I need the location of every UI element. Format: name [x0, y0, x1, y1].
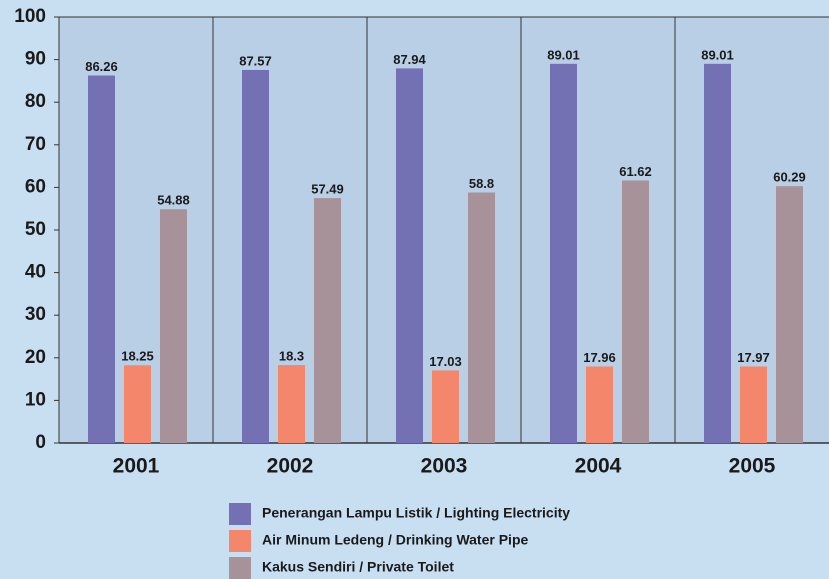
y-tick-label: 30 — [25, 304, 46, 325]
value-label: 89.01 — [701, 47, 734, 62]
value-label: 58.8 — [469, 176, 494, 191]
legend-label: Air Minum Ledeng / Drinking Water Pipe — [262, 532, 528, 548]
bar — [586, 366, 613, 443]
bar — [704, 63, 731, 443]
value-label: 17.03 — [429, 354, 462, 369]
bar — [432, 370, 459, 443]
value-label: 89.01 — [547, 47, 580, 62]
bar — [776, 186, 803, 443]
value-label: 57.49 — [311, 182, 344, 197]
legend-swatch — [229, 557, 251, 579]
y-tick-label: 70 — [25, 134, 46, 155]
bar — [124, 365, 151, 443]
x-tick-label: 2002 — [267, 455, 314, 478]
bar — [740, 366, 767, 443]
y-tick-label: 20 — [25, 347, 46, 368]
bar — [550, 63, 577, 443]
bar — [314, 198, 341, 443]
y-tick-label: 40 — [25, 262, 46, 283]
bar — [468, 192, 495, 443]
y-tick-label: 0 — [35, 432, 46, 453]
value-label: 17.97 — [737, 350, 770, 365]
bar — [88, 75, 115, 443]
value-label: 87.94 — [393, 52, 426, 67]
x-tick-label: 2003 — [421, 455, 468, 478]
y-tick-label: 100 — [14, 6, 46, 27]
y-tick-label: 80 — [25, 91, 46, 112]
bar — [242, 69, 269, 444]
value-label: 18.25 — [121, 349, 154, 364]
y-tick-label: 50 — [25, 219, 46, 240]
bar — [278, 365, 305, 443]
x-tick-label: 2001 — [113, 455, 160, 478]
value-label: 61.62 — [619, 164, 652, 179]
legend-swatch — [229, 530, 251, 552]
y-tick-label: 60 — [25, 176, 46, 197]
value-label: 86.26 — [85, 59, 118, 74]
bar — [622, 180, 649, 444]
value-label: 54.88 — [157, 193, 190, 208]
x-tick-label: 2004 — [575, 455, 622, 478]
legend-swatch — [229, 503, 251, 525]
y-tick-label: 10 — [25, 389, 46, 410]
x-tick-label: 2005 — [729, 455, 776, 478]
value-label: 87.57 — [239, 53, 272, 68]
value-label: 17.96 — [583, 350, 616, 365]
bar — [160, 209, 187, 443]
value-label: 18.3 — [279, 348, 304, 363]
value-label: 60.29 — [773, 170, 806, 185]
legend-label: Penerangan Lampu Listik / Lighting Elect… — [262, 505, 570, 521]
y-tick-label: 90 — [25, 49, 46, 70]
bar — [396, 68, 423, 443]
legend-label: Kakus Sendiri / Private Toilet — [262, 559, 454, 575]
